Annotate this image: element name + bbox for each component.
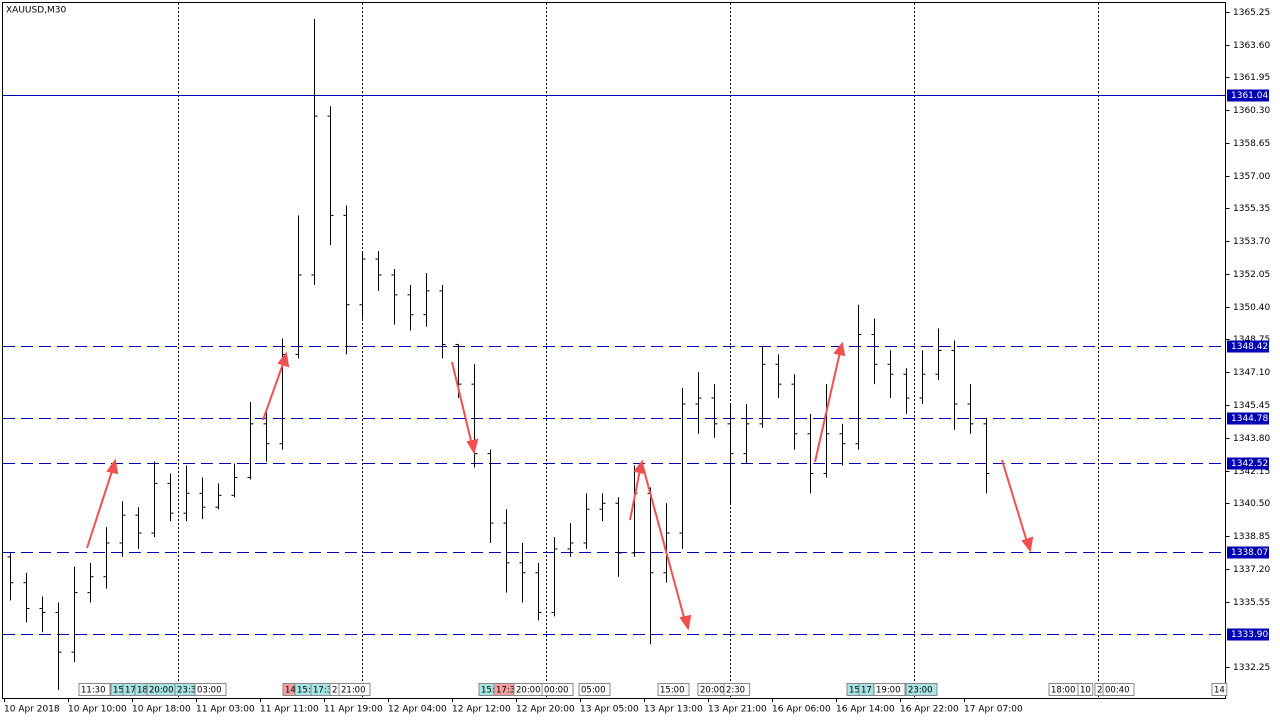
event-label: 19:00 (876, 686, 901, 696)
event-label: 23:3 (177, 686, 196, 696)
x-tick-label: 13 Apr 13:00 (644, 705, 703, 715)
x-tick-label: 11 Apr 19:00 (324, 705, 383, 715)
y-tick-label: 1365.25 (1233, 8, 1270, 18)
event-box (657, 683, 690, 696)
y-tick-label: 1347.10 (1233, 368, 1270, 378)
y-tick-label: 1361.95 (1233, 73, 1270, 83)
x-tick-label: 10 Apr 18:00 (132, 705, 191, 715)
y-tick-label: 1352.05 (1233, 270, 1270, 280)
level-label-bg (1227, 457, 1269, 470)
axes: 1365.25 1363.60 1361.95 1360.30 1358.65 1357.… (4, 8, 1270, 715)
event-label: 00:00 (544, 686, 569, 696)
event-label: 00:40 (1105, 686, 1130, 696)
levels (3, 95, 1226, 635)
level-label-bg (1227, 412, 1269, 425)
level-label: 1338.07 (1231, 548, 1268, 558)
x-tick-label: 12 Apr 20:00 (516, 705, 575, 715)
event-box (905, 683, 938, 696)
level-label: 1344.78 (1231, 414, 1268, 424)
event-box (194, 683, 227, 696)
event-label: 05:00 (581, 686, 606, 696)
events: 11:30 15 17 18 20:00 23:3 03:00 14 15: 17:3 2 21:00… (78, 683, 1228, 696)
x-tick-label: 12 Apr 12:00 (452, 705, 511, 715)
event-label: 03:00 (197, 686, 222, 696)
event-label: 20:00 (700, 686, 725, 696)
event-box (338, 683, 371, 696)
event-label: 23:00 (908, 686, 933, 696)
y-tick-label: 1342.15 (1233, 467, 1270, 477)
level-label: 1333.90 (1231, 630, 1268, 640)
bars (7, 18, 990, 690)
level-label-bg (1227, 340, 1269, 353)
event-box (1102, 683, 1135, 696)
event-label: 14 (285, 686, 296, 696)
event-box (1077, 683, 1094, 696)
event-label: 2 (1097, 686, 1102, 696)
y-tick-label: 1338.85 (1233, 532, 1270, 542)
x-tick-label: 16 Apr 06:00 (772, 705, 831, 715)
y-tick-label: 1332.25 (1233, 663, 1270, 673)
y-tick-label: 1355.35 (1233, 204, 1270, 214)
event-label: 11:30 (81, 686, 106, 696)
event-label: 14 (1214, 686, 1225, 696)
event-label: 2:30 (726, 686, 745, 696)
y-tick-label: 1345.45 (1233, 401, 1270, 411)
y-tick-label: 1360.30 (1233, 106, 1270, 116)
event-box (873, 683, 906, 696)
event-box (541, 683, 574, 696)
event-label: 17:3 (496, 686, 515, 696)
level-label-bg (1227, 546, 1269, 559)
level-label: 1348.42 (1231, 342, 1268, 352)
event-label: 15 (113, 686, 124, 696)
x-tick-label: 11 Apr 11:00 (260, 705, 319, 715)
event-box (723, 683, 751, 696)
event-label: 20:00 (149, 686, 174, 696)
x-tick-label: 16 Apr 14:00 (836, 705, 895, 715)
y-tick-label: 1335.55 (1233, 598, 1270, 608)
level-label-bg (1227, 628, 1269, 641)
x-tick-label: 13 Apr 05:00 (580, 705, 639, 715)
event-box (78, 683, 111, 696)
x-tick-label: 16 Apr 22:00 (900, 705, 959, 715)
event-label: 2 (332, 686, 337, 696)
event-label: 15: (297, 686, 311, 696)
event-label: 15:00 (660, 686, 685, 696)
y-tick-label: 1363.60 (1233, 41, 1270, 51)
event-label: 17:3 (313, 686, 332, 696)
x-tick-label: 11 Apr 03:00 (196, 705, 255, 715)
x-tick-label: 12 Apr 04:00 (388, 705, 447, 715)
y-tick-label: 1340.50 (1233, 499, 1270, 509)
y-tick-label: 1337.20 (1233, 565, 1270, 575)
event-label: 18 (137, 686, 148, 696)
x-tick-label: 13 Apr 21:00 (708, 705, 767, 715)
y-tick-label: 1353.70 (1233, 237, 1270, 247)
event-box (578, 683, 611, 696)
event-label: 17 (125, 686, 136, 696)
event-label: 15: (481, 686, 495, 696)
x-tick-label: 10 Apr 10:00 (68, 705, 127, 715)
chart-title: XAUUSD,M30 (6, 6, 66, 16)
event-label: 18:00 (1051, 686, 1076, 696)
x-tick-label: 17 Apr 07:00 (964, 705, 1023, 715)
arrows (86, 341, 1034, 631)
event-label: 17 (861, 686, 872, 696)
level-label-bg (1227, 89, 1269, 102)
y-tick-label: 1357.00 (1233, 172, 1270, 182)
event-label: 20:00 (516, 686, 541, 696)
event-label: 10 (1080, 686, 1091, 696)
y-tick-label: 1343.80 (1233, 434, 1270, 444)
plot-frame (2, 2, 1226, 699)
y-tick-label: 1350.40 (1233, 303, 1270, 313)
y-tick-label: 1358.65 (1233, 139, 1270, 149)
level-label: 1361.04 (1231, 91, 1268, 101)
level-label: 1342.52 (1231, 459, 1268, 469)
y-tick-label: 1348.75 (1233, 335, 1270, 345)
x-tick-label: 10 Apr 2018 (4, 705, 60, 715)
event-box (1211, 683, 1228, 696)
event-label: 15 (849, 686, 860, 696)
event-label: 21:00 (341, 686, 366, 696)
